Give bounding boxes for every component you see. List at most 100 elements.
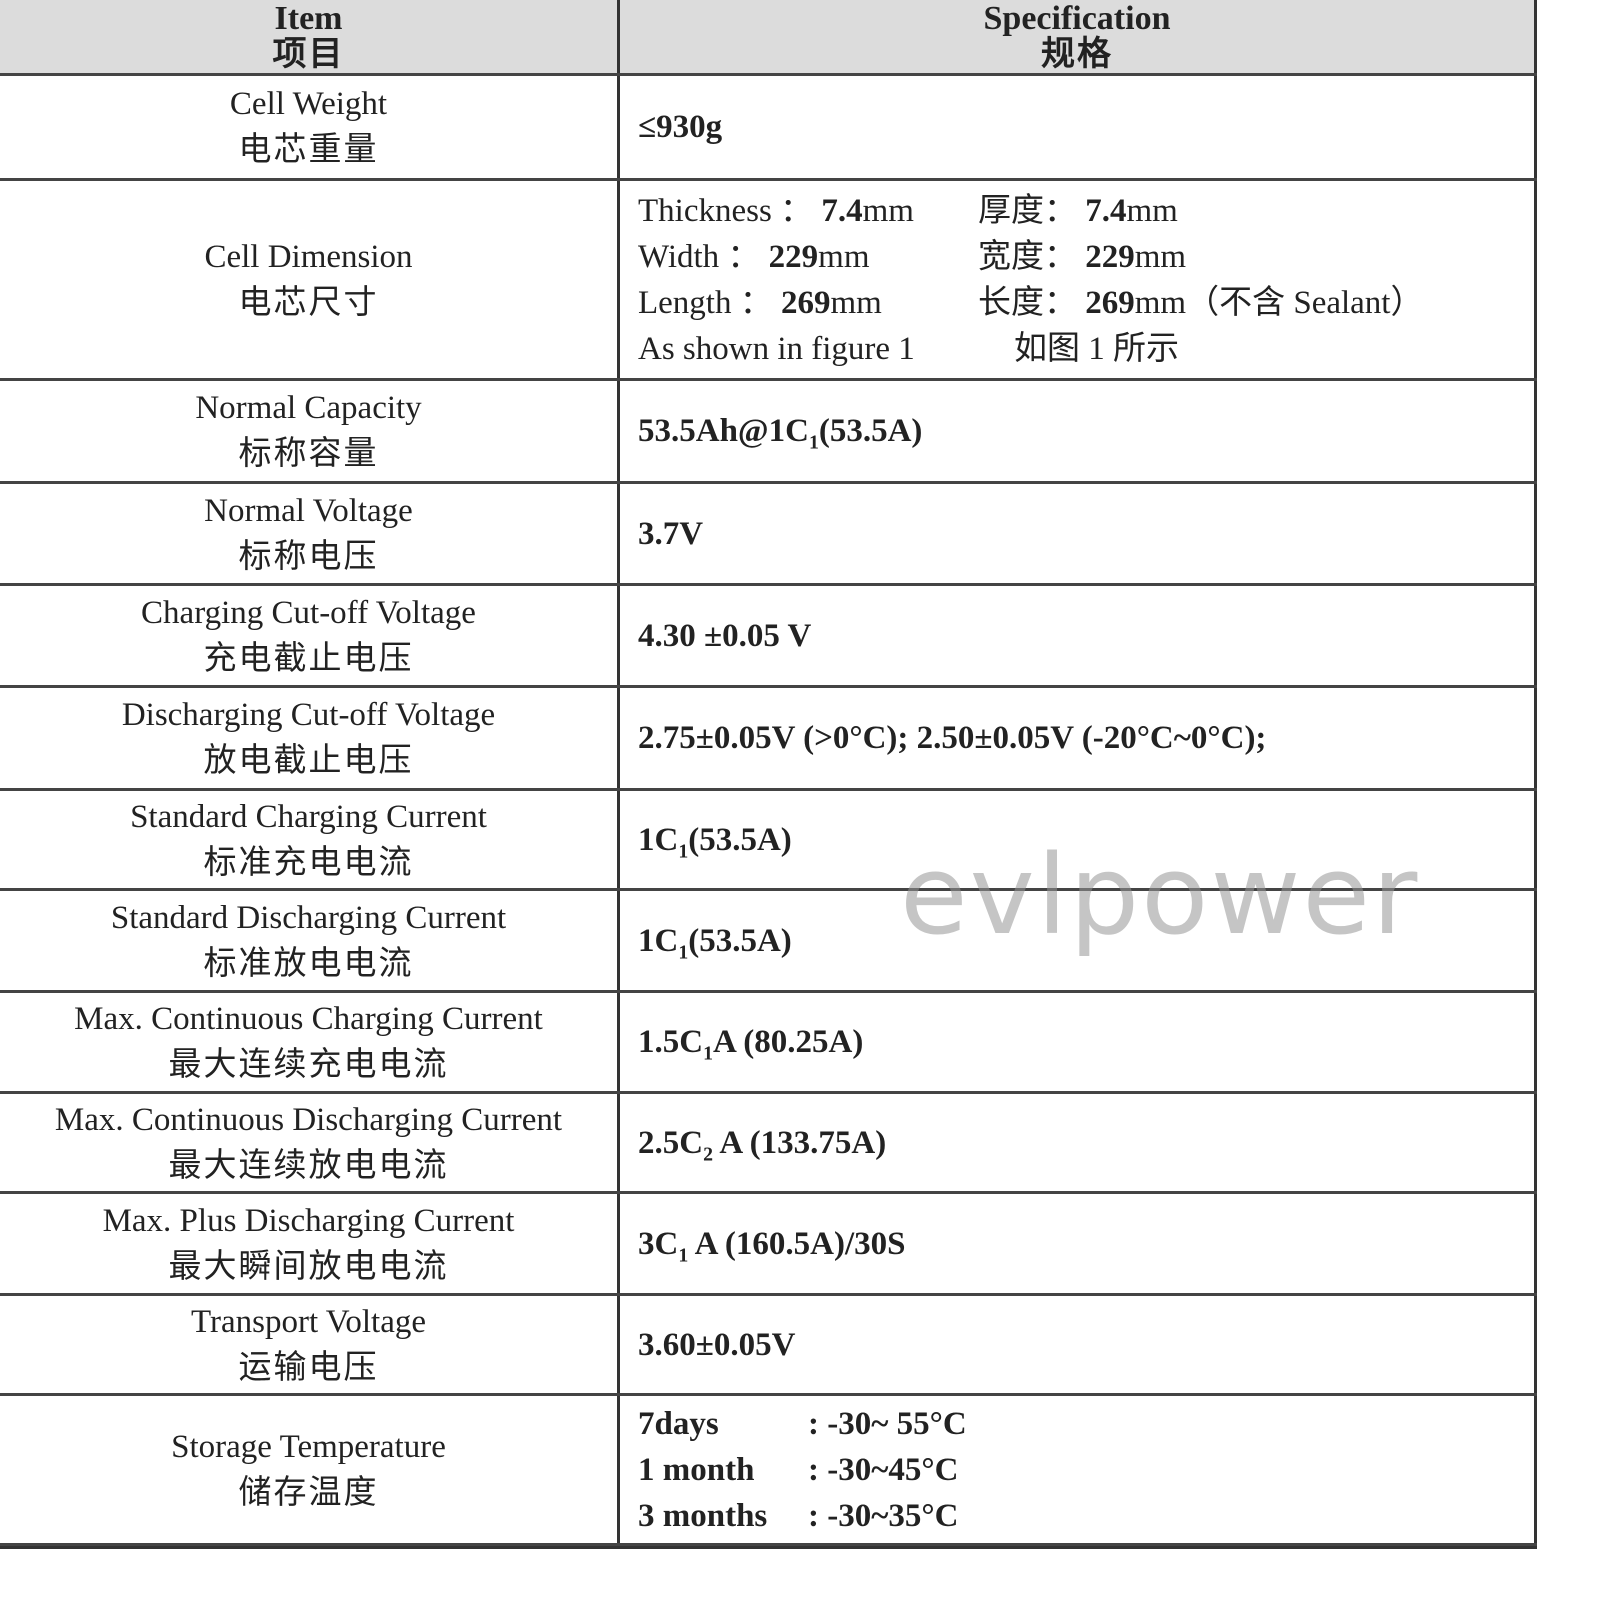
table-row: Max. Continuous Discharging Current 最大连续放… — [0, 1094, 1537, 1194]
spec-cell: 2.5C2 A (133.75A) — [620, 1094, 1537, 1191]
item-zh: 最大连续放电电流 — [168, 1147, 449, 1184]
item-en: Normal Voltage — [204, 492, 413, 529]
spec-line: 3.60±0.05V — [638, 1322, 1534, 1368]
spec-text: A (160.5A)/30S — [688, 1225, 906, 1262]
item-cell: Cell Weight 电芯重量 — [0, 76, 620, 178]
dimension-zh: 长度： 269mm（不含 Sealant） — [978, 284, 1424, 321]
spec-text: 1C — [638, 821, 679, 858]
item-en: Transport Voltage — [191, 1303, 426, 1340]
item-zh: 电芯尺寸 — [238, 284, 379, 321]
item-en: Max. Continuous Charging Current — [74, 1001, 543, 1037]
table-row: Max. Plus Discharging Current 最大瞬间放电电流 3C1… — [0, 1194, 1537, 1296]
subscript: 1 — [808, 431, 819, 454]
spec-text: ≤930g — [638, 109, 723, 145]
dimension-grid: Thickness ： 7.4mm 厚度： 7.4mm Width ： 229mm 宽… — [638, 188, 1534, 372]
spec-cell: 3C1 A (160.5A)/30S — [620, 1194, 1537, 1293]
item-cell: Normal Capacity 标称容量 — [0, 381, 620, 481]
table-row: Standard Discharging Current 标准放电电流 1C1(53… — [0, 891, 1537, 993]
item-en: Cell Dimension — [204, 238, 413, 275]
storage-range: : -30~45°C — [808, 1451, 959, 1488]
header-item: Item 项目 — [0, 0, 620, 73]
spec-line: 4.30 ±0.05 V — [638, 613, 1534, 659]
spec-line: 2.5C2 A (133.75A) — [638, 1120, 1534, 1166]
spec-line: 53.5Ah@1C1(53.5A) — [638, 408, 1534, 454]
storage-period: 3 months — [638, 1497, 768, 1534]
spec-cell: 7days: -30~ 55°C 1 month: -30~45°C 3 month… — [620, 1396, 1537, 1543]
spec-line: 2.75±0.05V (>0°C); 2.50±0.05V (-20°C~0°C… — [638, 715, 1534, 761]
item-cell: Discharging Cut-off Voltage 放电截止电压 — [0, 688, 620, 788]
header-item-zh: 项目 — [272, 35, 345, 73]
table-row: Cell Weight 电芯重量 ≤930g — [0, 76, 1537, 181]
item-en: Storage Temperature — [171, 1428, 446, 1465]
item-cell: Standard Charging Current 标准充电电流 — [0, 791, 620, 888]
table-row: Cell Dimension 电芯尺寸 Thickness ： 7.4mm 厚度： 7… — [0, 181, 1537, 381]
table-row: Storage Temperature 储存温度 7days: -30~ 55°C 1… — [0, 1396, 1537, 1546]
subscript: 1 — [703, 1042, 713, 1065]
spec-line: 1C1(53.5A) — [638, 817, 1534, 863]
item-en: Max. Continuous Discharging Current — [54, 1101, 563, 1138]
item-zh: 电芯重量 — [238, 132, 379, 168]
table-row: Charging Cut-off Voltage 充电截止电压 4.30 ±0.05… — [0, 586, 1537, 688]
item-cell: Max. Continuous Discharging Current 最大连续放… — [0, 1094, 620, 1191]
spec-text: 53.5Ah@1C — [638, 413, 809, 449]
item-en: Normal Capacity — [195, 390, 422, 426]
dimension-zh: 宽度： 229mm — [978, 238, 1187, 275]
spec-cell: 3.7V — [620, 484, 1537, 583]
storage-range: : -30~ 55°C — [808, 1405, 967, 1442]
spec-cell: 1.5C1A (80.25A) — [620, 993, 1537, 1091]
dimension-en: Thickness ： 7.4mm — [638, 192, 914, 229]
spec-text: 1.5C — [638, 1024, 704, 1060]
spec-line: ≤930g — [638, 104, 1534, 150]
dimension-en: Width ： 229mm — [638, 238, 870, 275]
item-cell: Standard Discharging Current 标准放电电流 — [0, 891, 620, 990]
table-row: Normal Capacity 标称容量 53.5Ah@1C1(53.5A) — [0, 381, 1537, 484]
item-cell: Max. Plus Discharging Current 最大瞬间放电电流 — [0, 1194, 620, 1293]
spec-text: (53.5A) — [818, 413, 923, 449]
item-cell: Cell Dimension 电芯尺寸 — [0, 181, 620, 378]
item-zh: 标称电压 — [238, 538, 379, 575]
spec-cell: 1C1(53.5A) — [620, 791, 1537, 888]
item-cell: Charging Cut-off Voltage 充电截止电压 — [0, 586, 620, 685]
storage-range: : -30~35°C — [808, 1497, 959, 1534]
spec-text: 3C — [638, 1225, 679, 1262]
table-row: Normal Voltage 标称电压 3.7V — [0, 484, 1537, 586]
spec-text: 3.7V — [638, 515, 704, 552]
spec-text: 2.75±0.05V (>0°C); 2.50±0.05V (-20°C~0°C… — [638, 720, 1267, 756]
item-zh: 标称容量 — [238, 436, 379, 472]
table-row: Transport Voltage 运输电压 3.60±0.05V — [0, 1296, 1537, 1396]
spec-cell: 4.30 ±0.05 V — [620, 586, 1537, 685]
spec-line: 3C1 A (160.5A)/30S — [638, 1221, 1534, 1267]
dimension-en: As shown in figure 1 — [638, 330, 915, 367]
spec-text: 4.30 ±0.05 V — [638, 617, 812, 654]
item-en: Charging Cut-off Voltage — [141, 594, 476, 631]
dimension-zh: 如图 1 所示 — [1014, 330, 1179, 367]
item-cell: Storage Temperature 储存温度 — [0, 1396, 620, 1543]
item-cell: Transport Voltage 运输电压 — [0, 1296, 620, 1393]
item-zh: 放电截止电压 — [203, 743, 414, 779]
item-cell: Max. Continuous Charging Current 最大连续充电电流 — [0, 993, 620, 1091]
item-zh: 最大瞬间放电电流 — [168, 1248, 449, 1285]
item-zh: 运输电压 — [238, 1349, 379, 1386]
table-row: Max. Continuous Charging Current 最大连续充电电流… — [0, 993, 1537, 1094]
storage-period: 1 month — [638, 1451, 755, 1488]
header-spec: Specification 规格 — [620, 0, 1537, 73]
spec-cell: 53.5Ah@1C1(53.5A) — [620, 381, 1537, 481]
item-en: Cell Weight — [229, 86, 388, 122]
table-header: Item 项目 Specification 规格 — [0, 0, 1537, 76]
item-zh: 储存温度 — [238, 1474, 379, 1511]
item-en: Standard Charging Current — [130, 798, 487, 835]
item-en: Max. Plus Discharging Current — [102, 1202, 515, 1239]
spec-line: 1.5C1A (80.25A) — [638, 1019, 1534, 1065]
item-en: Standard Discharging Current — [110, 899, 507, 936]
spec-text: A (133.75A) — [712, 1124, 887, 1161]
item-en: Discharging Cut-off Voltage — [121, 697, 496, 733]
spec-cell: 2.75±0.05V (>0°C); 2.50±0.05V (-20°C~0°C… — [620, 688, 1537, 788]
spec-text: 2.5C — [638, 1124, 704, 1161]
spec-line: 3.7V — [638, 511, 1534, 557]
item-zh: 最大连续充电电流 — [168, 1047, 449, 1083]
item-zh: 标准放电电流 — [203, 945, 414, 982]
subscript: 1 — [678, 840, 689, 863]
spec-text: A (80.25A) — [712, 1024, 864, 1060]
table-row: Standard Charging Current 标准充电电流 1C1(53.5A… — [0, 791, 1537, 891]
item-cell: Normal Voltage 标称电压 — [0, 484, 620, 583]
